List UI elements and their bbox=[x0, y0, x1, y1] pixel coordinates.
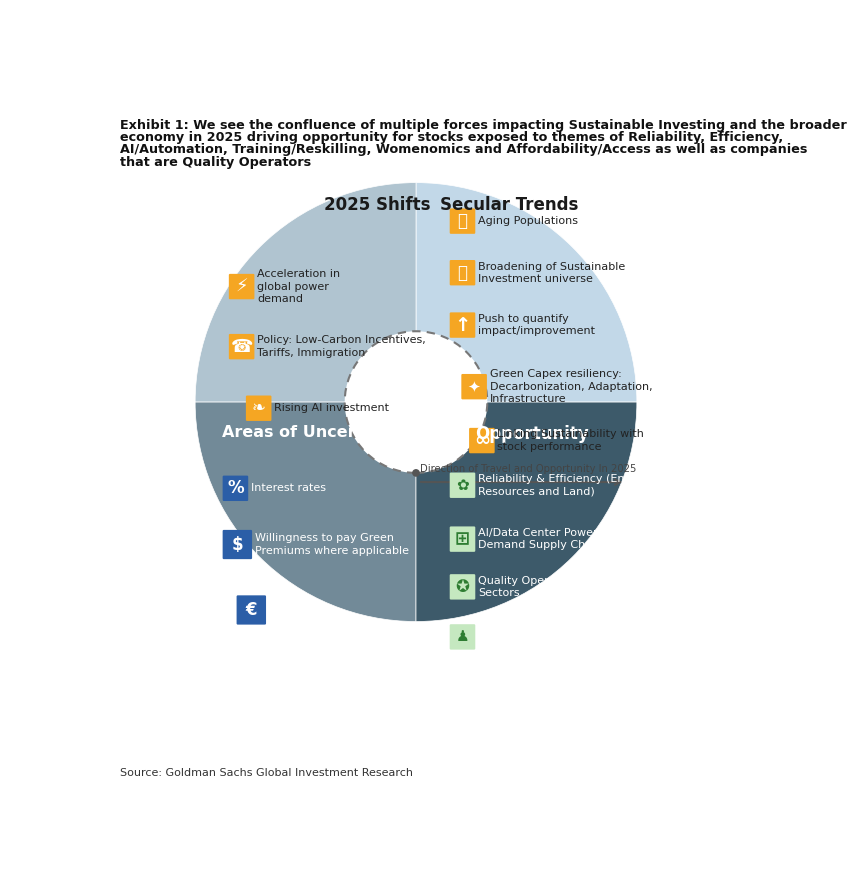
Text: Green Capex resiliency:
Decarbonization, Adaptation,
Infrastructure: Green Capex resiliency: Decarbonization,… bbox=[489, 370, 652, 404]
Text: ⚡: ⚡ bbox=[235, 278, 248, 296]
Text: ❧: ❧ bbox=[252, 399, 265, 417]
Text: Exhibit 1: We see the confluence of multiple forces impacting Sustainable Invest: Exhibit 1: We see the confluence of mult… bbox=[120, 119, 846, 131]
Text: Acceleration in
global power
demand: Acceleration in global power demand bbox=[257, 269, 340, 304]
Text: ✪: ✪ bbox=[455, 578, 470, 596]
FancyBboxPatch shape bbox=[449, 574, 475, 599]
Text: that are Quality Operators: that are Quality Operators bbox=[120, 155, 311, 169]
FancyBboxPatch shape bbox=[246, 396, 271, 421]
Text: ∞: ∞ bbox=[474, 431, 490, 450]
Text: 📈: 📈 bbox=[458, 213, 467, 230]
Text: Source: Goldman Sachs Global Investment Research: Source: Goldman Sachs Global Investment … bbox=[120, 768, 413, 778]
Text: Areas of Uncertainty: Areas of Uncertainty bbox=[221, 425, 409, 440]
FancyBboxPatch shape bbox=[449, 527, 475, 552]
Circle shape bbox=[344, 331, 488, 473]
Text: 2025 Shifts: 2025 Shifts bbox=[324, 196, 431, 214]
FancyBboxPatch shape bbox=[223, 530, 252, 559]
FancyBboxPatch shape bbox=[449, 472, 475, 498]
Text: Opportunity: Opportunity bbox=[476, 425, 589, 443]
Text: ✿: ✿ bbox=[456, 478, 469, 493]
Wedge shape bbox=[416, 402, 637, 622]
Text: $: $ bbox=[232, 536, 243, 554]
Text: ✦: ✦ bbox=[468, 380, 481, 394]
Text: Secular Trends: Secular Trends bbox=[440, 196, 578, 214]
Wedge shape bbox=[416, 183, 637, 402]
Text: Interest rates: Interest rates bbox=[251, 483, 326, 493]
FancyBboxPatch shape bbox=[229, 334, 254, 359]
Text: %: % bbox=[227, 480, 243, 497]
Text: Linking Sustainability with
stock performance: Linking Sustainability with stock perfor… bbox=[498, 430, 644, 452]
Wedge shape bbox=[195, 402, 416, 622]
FancyBboxPatch shape bbox=[223, 476, 248, 501]
Text: AI/Automation, Training/Reskilling, Womenomics and Affordability/Access as well : AI/Automation, Training/Reskilling, Wome… bbox=[120, 144, 807, 156]
Text: Automation, Training/Reskilling,
Womenomics, Affordability/Access: Automation, Training/Reskilling, Womenom… bbox=[478, 626, 669, 648]
Wedge shape bbox=[195, 183, 416, 402]
Text: AI/Data Center Power
Demand Supply Chain: AI/Data Center Power Demand Supply Chain bbox=[478, 528, 602, 550]
Text: €: € bbox=[246, 601, 257, 619]
Text: Reliability & Efficiency (Energy,
Resources and Land): Reliability & Efficiency (Energy, Resour… bbox=[478, 474, 653, 497]
Text: ↑: ↑ bbox=[455, 315, 471, 335]
FancyBboxPatch shape bbox=[469, 428, 494, 454]
FancyBboxPatch shape bbox=[449, 260, 475, 286]
Text: economy in 2025 driving opportunity for stocks exposed to themes of Reliability,: economy in 2025 driving opportunity for … bbox=[120, 131, 783, 144]
FancyBboxPatch shape bbox=[449, 624, 475, 649]
Text: Push to quantify
impact/improvement: Push to quantify impact/improvement bbox=[478, 313, 595, 337]
FancyBboxPatch shape bbox=[449, 208, 475, 234]
FancyBboxPatch shape bbox=[229, 274, 254, 299]
FancyBboxPatch shape bbox=[237, 596, 266, 624]
Text: Policy: Low-Carbon Incentives,
Tariffs, Immigration: Policy: Low-Carbon Incentives, Tariffs, … bbox=[257, 336, 426, 358]
Text: Aging Populations: Aging Populations bbox=[478, 216, 578, 226]
Text: Inflation: Inflation bbox=[269, 605, 315, 615]
Text: ⊞: ⊞ bbox=[455, 530, 470, 548]
Text: 🌐: 🌐 bbox=[458, 263, 467, 281]
Text: Direction of Travel and Opportunity In 2025: Direction of Travel and Opportunity In 2… bbox=[421, 464, 637, 474]
Text: ♟: ♟ bbox=[455, 630, 469, 645]
Text: Willingness to pay Green
Premiums where applicable: Willingness to pay Green Premiums where … bbox=[254, 533, 409, 555]
Text: Broadening of Sustainable
Investment universe: Broadening of Sustainable Investment uni… bbox=[478, 262, 625, 284]
Text: Quality Operators Across
Sectors: Quality Operators Across Sectors bbox=[478, 576, 616, 598]
Circle shape bbox=[412, 469, 420, 477]
Text: ☎: ☎ bbox=[231, 338, 253, 355]
Text: Rising AI investment: Rising AI investment bbox=[274, 404, 389, 413]
FancyBboxPatch shape bbox=[449, 313, 475, 338]
FancyBboxPatch shape bbox=[461, 374, 487, 399]
